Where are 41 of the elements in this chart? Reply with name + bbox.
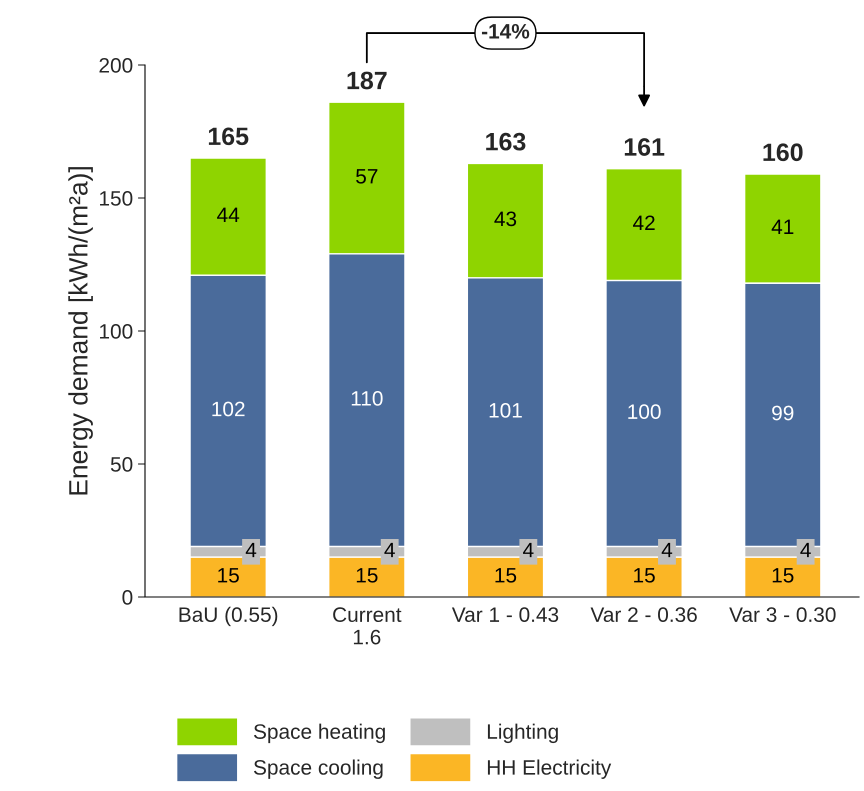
- y-tick-label: 0: [122, 590, 132, 605]
- data-label: 44: [217, 208, 240, 222]
- data-label: 41: [772, 220, 794, 234]
- x-tick-label: Var 2 - 0.36: [590, 607, 697, 622]
- data-label: 100: [628, 404, 661, 420]
- legend-label: Lighting: [488, 724, 558, 744]
- data-label: 99: [772, 406, 794, 420]
- total-label: 163: [486, 132, 526, 151]
- data-label: 42: [633, 215, 655, 230]
- legend-label: HH Electricity: [488, 759, 612, 779]
- data-label: 110: [352, 391, 383, 406]
- x-tick-label: BaU (0.55): [180, 606, 278, 626]
- data-label: 15: [356, 568, 378, 583]
- data-label: 57: [356, 169, 378, 184]
- data-label: 15: [495, 568, 516, 583]
- data-label: 101: [490, 402, 522, 418]
- y-tick-label: 200: [99, 58, 132, 73]
- data-label: 4: [246, 542, 256, 558]
- data-label: 43: [494, 211, 516, 226]
- legend-label: Space cooling: [254, 759, 383, 779]
- total-label: 161: [624, 138, 664, 156]
- data-label: 15: [218, 568, 239, 583]
- x-tick-label: Var 1 - 0.43: [452, 607, 558, 622]
- data-label: 4: [800, 542, 811, 558]
- legend-label: Space heating: [254, 724, 385, 744]
- data-label: 102: [212, 402, 245, 416]
- total-label: 160: [763, 143, 803, 162]
- x-tick-label: Var 3 - 0.30: [729, 607, 836, 622]
- x-tick-label: Current 1.6: [333, 607, 402, 644]
- text: -14%: [482, 24, 530, 39]
- data-label: 15: [634, 568, 655, 583]
- y-tick-label: 100: [100, 324, 132, 339]
- data-label: 15: [772, 568, 794, 583]
- y-tick-label: 50: [110, 457, 132, 472]
- data-label: 4: [662, 542, 672, 558]
- data-label: 4: [523, 542, 534, 558]
- total-label: 187: [348, 72, 387, 90]
- y-axis-title: Energy demand [kWh/(m²a)]: [68, 167, 93, 495]
- total-label: 165: [208, 127, 248, 146]
- data-label: 4: [384, 542, 395, 558]
- y-tick-label: 150: [100, 191, 132, 206]
